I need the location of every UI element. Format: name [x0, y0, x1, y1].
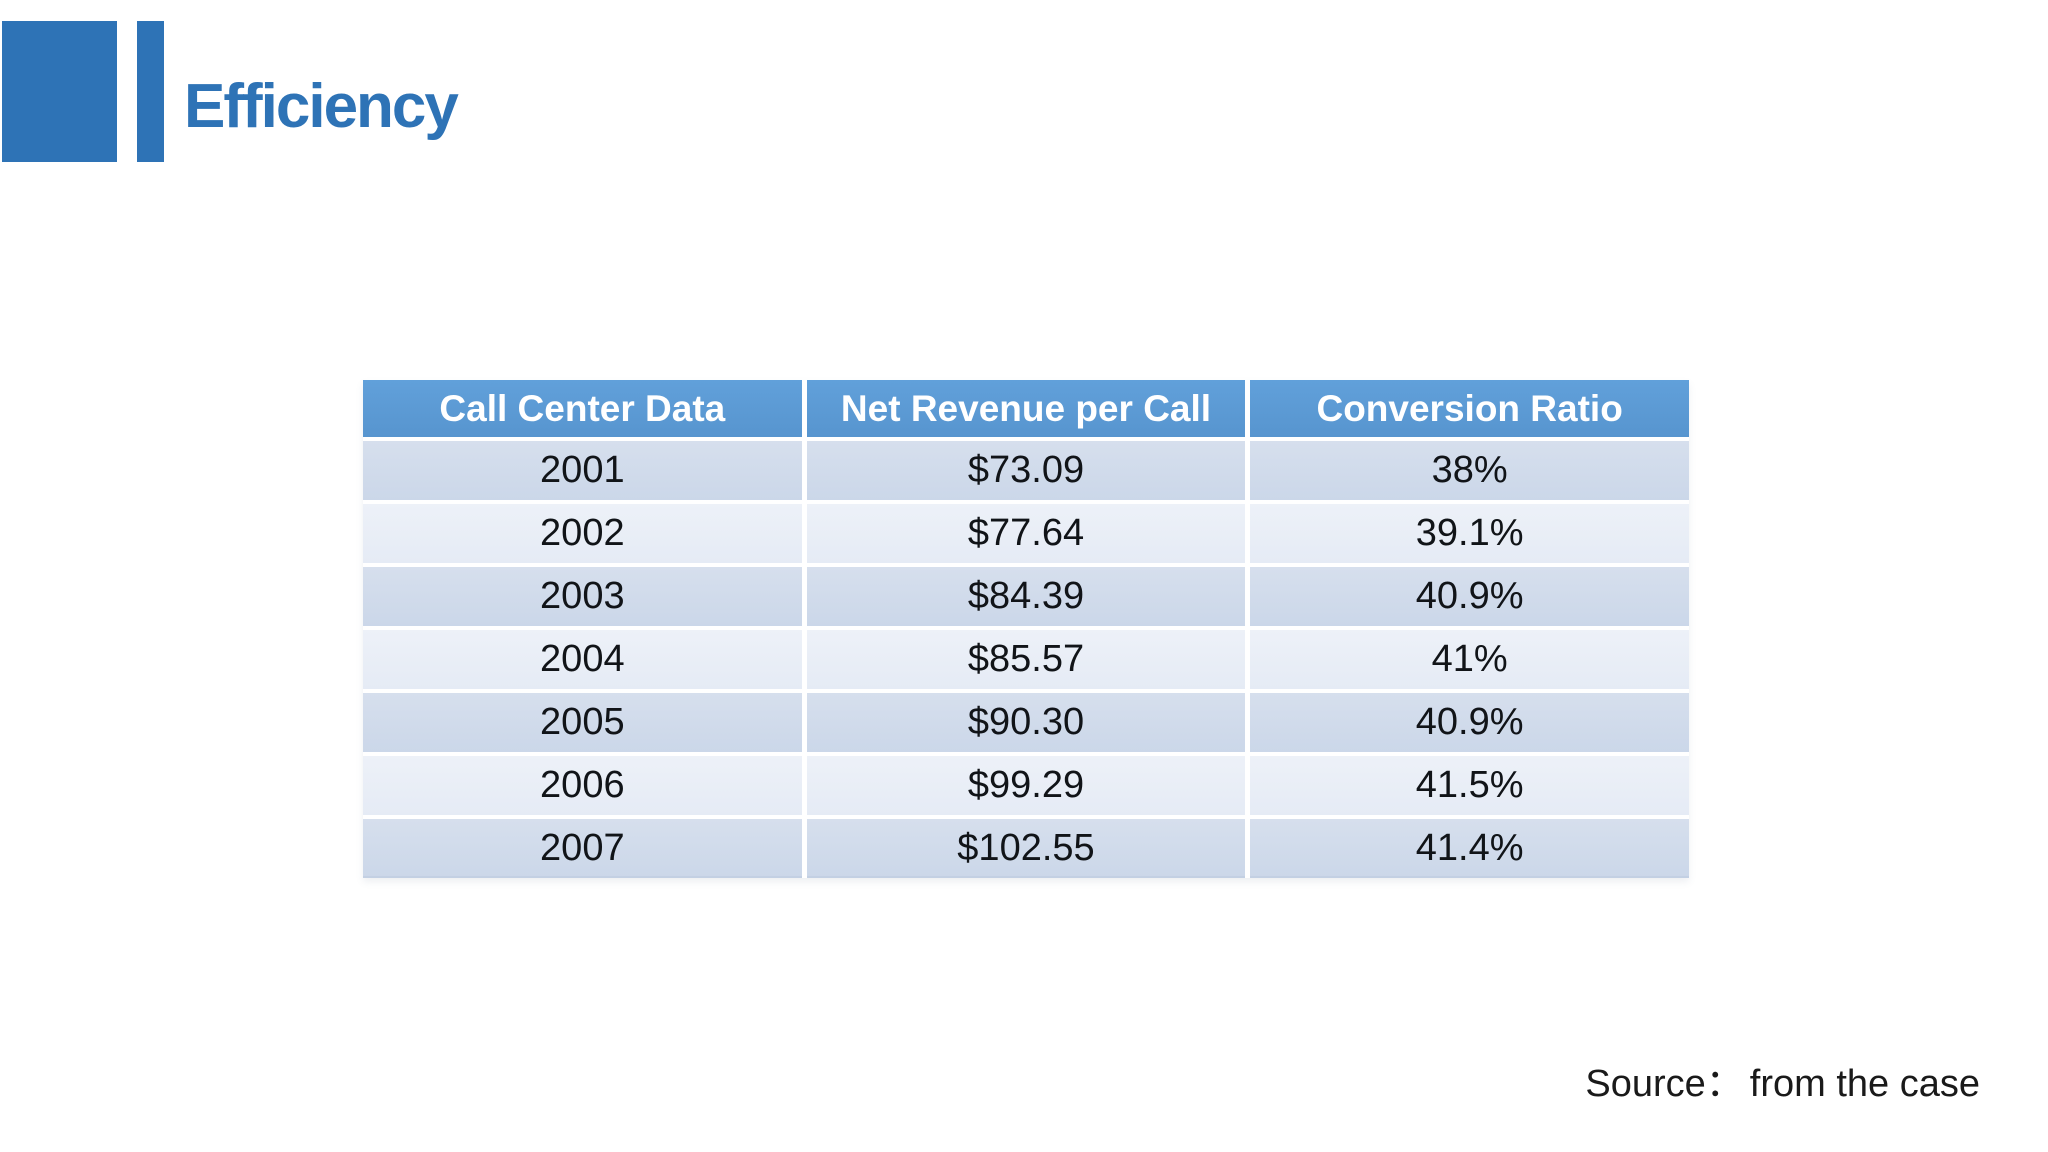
table-cell-r6-c3: 41.5%: [1250, 756, 1689, 815]
table-cell-r7-c3: 41.4%: [1250, 819, 1689, 878]
table-cell-r1-c1: 2001: [363, 441, 802, 500]
table-cell-r5-c1: 2005: [363, 693, 802, 752]
table-cell-r6-c2: $99.29: [806, 756, 1246, 815]
column-header-2: Net Revenue per Call: [806, 380, 1246, 437]
table-cell-r4-c3: 41%: [1250, 630, 1689, 689]
title-accent-bar: [137, 21, 164, 162]
table-cell-r7-c2: $102.55: [806, 819, 1246, 878]
table-cell-r5-c3: 40.9%: [1250, 693, 1689, 752]
table-cell-r3-c2: $84.39: [806, 567, 1246, 626]
table-cell-r2-c3: 39.1%: [1250, 504, 1689, 563]
table-cell-r4-c1: 2004: [363, 630, 802, 689]
call-center-data-table: Call Center Data Net Revenue per Call Conv…: [363, 380, 1689, 878]
column-header-1: Call Center Data: [363, 380, 802, 437]
title-block: Efficiency: [184, 36, 459, 177]
table-cell-r7-c1: 2007: [363, 819, 802, 878]
table-cell-r1-c2: $73.09: [806, 441, 1246, 500]
table-cell-r5-c2: $90.30: [806, 693, 1246, 752]
table-cell-r3-c3: 40.9%: [1250, 567, 1689, 626]
title-accent-square: [2, 21, 117, 162]
page-title: Efficiency: [184, 71, 459, 141]
table-cell-r4-c2: $85.57: [806, 630, 1246, 689]
source-value: from the case: [1749, 1063, 1980, 1105]
table-cell-r1-c3: 38%: [1250, 441, 1689, 500]
table-cell-r6-c1: 2006: [363, 756, 802, 815]
column-header-3: Conversion Ratio: [1250, 380, 1689, 437]
source-label: Source：: [1585, 1063, 1744, 1105]
source-note: Source： from the case: [1585, 1052, 1980, 1107]
table-cell-r2-c2: $77.64: [806, 504, 1246, 563]
table-cell-r2-c1: 2002: [363, 504, 802, 563]
table-cell-r3-c1: 2003: [363, 567, 802, 626]
